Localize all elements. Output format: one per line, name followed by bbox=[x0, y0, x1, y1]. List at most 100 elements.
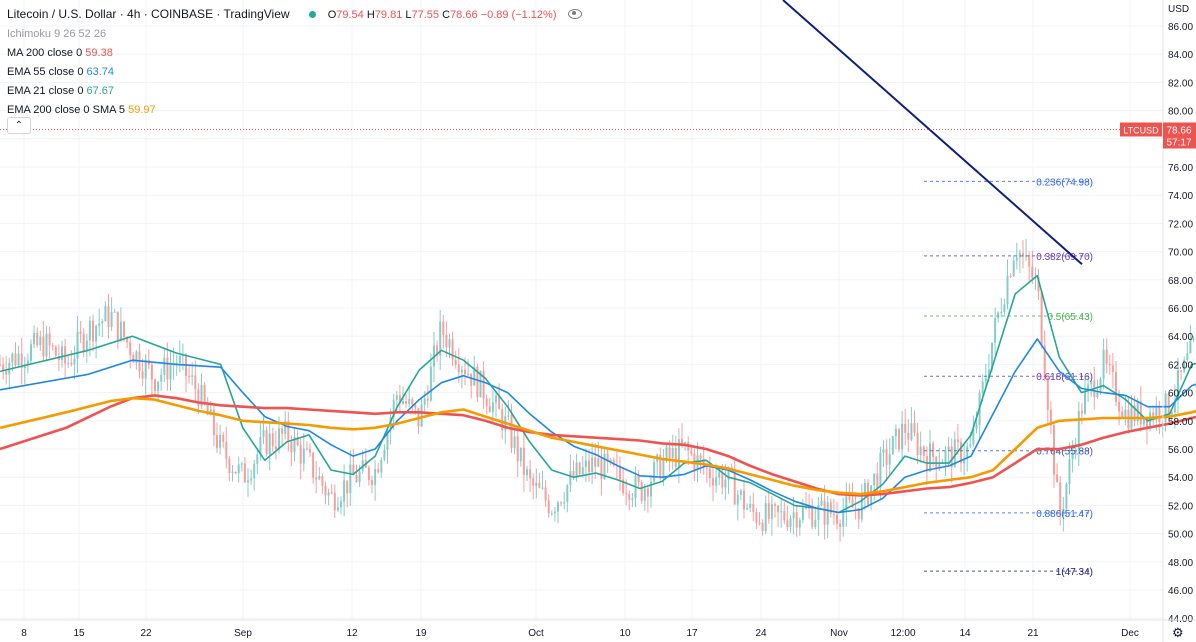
candle bbox=[442, 315, 445, 349]
candle bbox=[352, 449, 355, 476]
eye-icon[interactable] bbox=[567, 9, 582, 19]
candle bbox=[712, 465, 714, 502]
candle bbox=[309, 443, 311, 457]
candle bbox=[219, 424, 222, 455]
candle bbox=[163, 348, 166, 382]
candle bbox=[798, 517, 801, 536]
candle bbox=[758, 512, 761, 526]
price-tick: 46.00 bbox=[1168, 586, 1193, 597]
price-tag-bg bbox=[1163, 122, 1196, 149]
symbol-tag-bg bbox=[1120, 122, 1162, 137]
time-tick: 17 bbox=[686, 628, 698, 639]
candle bbox=[169, 349, 172, 392]
candle bbox=[234, 471, 237, 475]
candle bbox=[761, 519, 764, 536]
candle bbox=[820, 493, 823, 507]
candle bbox=[1183, 356, 1186, 373]
candle bbox=[222, 431, 225, 448]
candle bbox=[45, 325, 48, 361]
candle bbox=[154, 378, 156, 395]
candle bbox=[829, 498, 832, 518]
candle bbox=[1096, 379, 1099, 399]
indicator-ema200[interactable]: EMA 200 close 0 SMA 5 59.97 bbox=[7, 104, 156, 116]
candle bbox=[203, 381, 206, 406]
candle bbox=[628, 490, 631, 511]
price-tick: 84.00 bbox=[1168, 50, 1193, 61]
candle bbox=[17, 345, 20, 369]
candle bbox=[739, 488, 742, 501]
candle bbox=[333, 484, 336, 519]
time-tick: Oct bbox=[528, 628, 544, 639]
candle bbox=[1111, 352, 1114, 389]
indicator-ichimoku[interactable]: Ichimoku 9 26 52 26 bbox=[7, 28, 107, 40]
candle bbox=[82, 328, 85, 358]
candle bbox=[377, 463, 380, 474]
gear-icon[interactable]: ⚙ bbox=[1172, 625, 1184, 640]
indicator-ma200[interactable]: MA 200 close 0 59.38 bbox=[7, 47, 113, 59]
candle bbox=[550, 510, 553, 516]
candle bbox=[994, 307, 997, 355]
candle bbox=[327, 488, 330, 506]
fib-level-label: 0.382(69.70) bbox=[1036, 252, 1093, 263]
candle bbox=[814, 508, 817, 530]
price-tick: 74.00 bbox=[1168, 191, 1193, 202]
candle bbox=[631, 492, 634, 508]
price-tag: 78.66 bbox=[1166, 125, 1191, 136]
candle bbox=[944, 445, 947, 477]
candle bbox=[256, 450, 259, 475]
candle bbox=[411, 397, 414, 413]
trendline[interactable] bbox=[782, 0, 1083, 266]
candle bbox=[956, 423, 959, 455]
candle bbox=[612, 457, 615, 468]
candle bbox=[231, 465, 234, 482]
candle bbox=[767, 490, 770, 524]
candle bbox=[107, 293, 110, 339]
candle bbox=[1065, 482, 1068, 517]
candle bbox=[541, 470, 544, 490]
candle bbox=[786, 505, 789, 531]
time-tick: 22 bbox=[140, 628, 152, 639]
candle bbox=[578, 461, 581, 477]
legend: Litecoin / U.S. Dollar · 4h · COINBASE ·… bbox=[7, 5, 582, 120]
currency-label[interactable]: USD bbox=[1168, 4, 1190, 15]
time-tick: 24 bbox=[755, 628, 767, 639]
price-tick: 50.00 bbox=[1168, 530, 1193, 541]
candle bbox=[882, 440, 885, 468]
chevron-up-icon[interactable]: ⌃ bbox=[7, 117, 31, 134]
candle bbox=[101, 319, 104, 337]
candle bbox=[336, 496, 339, 512]
candle bbox=[857, 508, 860, 530]
candle bbox=[705, 464, 708, 483]
candle bbox=[529, 459, 532, 493]
candle bbox=[919, 431, 922, 463]
candle bbox=[386, 424, 389, 464]
candle bbox=[1049, 401, 1052, 434]
candle bbox=[1192, 335, 1195, 343]
candle bbox=[51, 342, 54, 351]
candle bbox=[73, 345, 76, 379]
price-tick: 52.00 bbox=[1168, 501, 1193, 512]
candles bbox=[0, 238, 1196, 542]
candle bbox=[671, 434, 674, 470]
time-tick: 12 bbox=[346, 628, 358, 639]
candle bbox=[237, 456, 240, 483]
candle bbox=[1003, 298, 1006, 315]
candle bbox=[33, 325, 36, 349]
indicator-ema55[interactable]: EMA 55 close 0 63.74 bbox=[7, 66, 115, 78]
candle bbox=[197, 383, 200, 415]
time-axis[interactable]: 8 15 22 Sep 12 19 Oct 10 17 24 Nov 12:00 14 21 Dec bbox=[0, 619, 1196, 639]
candle bbox=[553, 507, 556, 522]
indicator-ema21[interactable]: EMA 21 close 0 67.67 bbox=[7, 85, 115, 97]
candle bbox=[708, 456, 711, 488]
candle bbox=[1012, 255, 1015, 277]
price-axis[interactable]: 86.0084.0082.0080.0078.0076.0074.0072.00… bbox=[1162, 0, 1193, 642]
candle bbox=[811, 498, 814, 530]
candle bbox=[960, 438, 962, 472]
time-tick: 19 bbox=[415, 628, 427, 639]
time-tick: 21 bbox=[1027, 628, 1039, 639]
fib-level-label: 0.5(65.43) bbox=[1047, 312, 1093, 323]
candle bbox=[901, 411, 904, 462]
candle bbox=[240, 461, 243, 472]
candle bbox=[150, 363, 153, 395]
